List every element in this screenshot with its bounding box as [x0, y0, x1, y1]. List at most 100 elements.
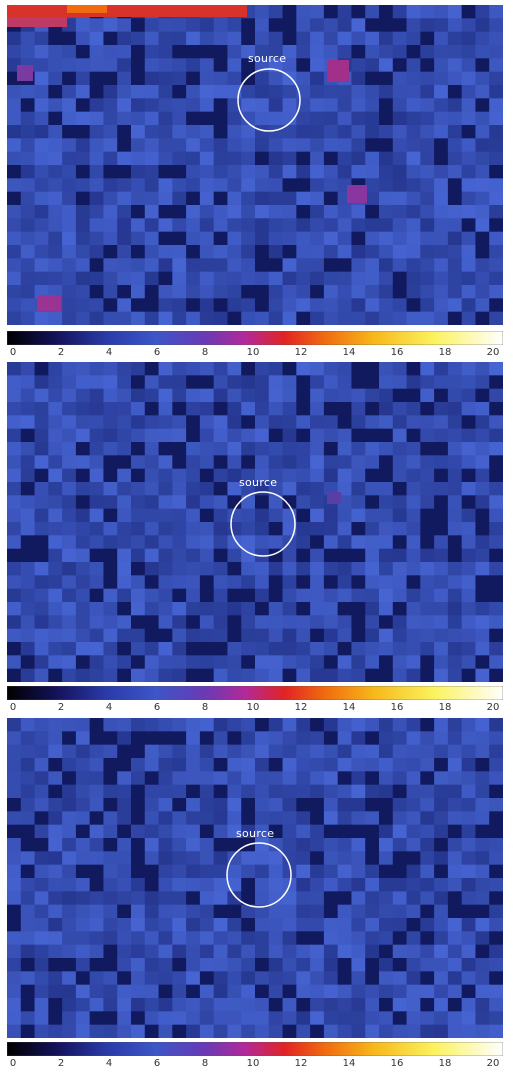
map-pixel: [406, 838, 421, 852]
map-pixel: [34, 482, 49, 496]
map-pixel: [34, 758, 49, 772]
map-pixel: [20, 931, 36, 946]
map-pixel: [434, 258, 449, 273]
map-pixel: [213, 548, 229, 563]
map-pixel: [7, 891, 22, 906]
map-pixel: [255, 575, 270, 590]
map-pixel: [241, 415, 256, 430]
map-pixel: [241, 468, 256, 483]
map-pixel: [379, 1011, 394, 1026]
map-pixel: [323, 311, 339, 325]
map-pixel: [434, 125, 449, 139]
map-pixel: [213, 138, 229, 153]
map-pixel: [406, 125, 421, 139]
map-pixel: [434, 111, 449, 126]
map-pixel: [420, 562, 435, 576]
map-pixel: [20, 642, 36, 656]
map-pixel: [489, 388, 503, 403]
map-pixel: [186, 758, 201, 772]
map-pixel: [282, 655, 297, 670]
map-pixel: [158, 1024, 173, 1038]
map-pixel: [241, 771, 256, 786]
map-pixel: [117, 31, 132, 46]
map-pixel: [461, 984, 477, 999]
map-pixel: [351, 375, 366, 390]
map-pixel: [461, 744, 477, 759]
map-pixel: [379, 482, 394, 496]
map-pixel: [296, 231, 311, 246]
map-pixel: [241, 271, 256, 286]
map-pixel: [255, 851, 270, 866]
map-pixel: [310, 98, 325, 113]
map-pixel: [131, 718, 146, 732]
map-pixel: [447, 744, 463, 759]
map-pixel: [337, 402, 353, 416]
map-pixel: [158, 468, 173, 483]
map-pixel: [62, 1024, 77, 1038]
map-pixel: [131, 535, 146, 550]
map-pixel: [282, 1024, 297, 1038]
map-pixel: [420, 851, 435, 866]
map-pixel: [131, 628, 146, 643]
map-pixel: [62, 824, 77, 839]
map-pixel: [282, 455, 297, 470]
map-pixel: [461, 495, 477, 510]
map-pixel: [62, 642, 77, 656]
map-pixel: [420, 271, 435, 286]
map-pixel: [296, 615, 311, 630]
map-pixel: [186, 482, 201, 496]
map-pixel: [282, 984, 297, 999]
map-pixel: [255, 824, 270, 839]
map-pixel: [392, 58, 408, 73]
map-pixel: [89, 998, 105, 1012]
map-pixel: [420, 944, 435, 959]
map-pixel: [268, 628, 284, 643]
map-pixel: [323, 362, 339, 376]
heatmap-svg: [7, 362, 503, 682]
map-pixel: [434, 944, 449, 959]
map-pixel: [144, 205, 160, 219]
map-pixel: [172, 628, 187, 643]
map-pixel: [158, 824, 173, 839]
map-pixel: [34, 375, 49, 390]
map-pixel: [365, 285, 380, 299]
map-pixel: [406, 468, 421, 483]
map-pixel: [241, 798, 256, 812]
map-pixel: [282, 311, 297, 325]
map-pixel: [351, 731, 366, 746]
map-pixel: [227, 851, 242, 866]
map-pixel: [172, 258, 187, 273]
map-pixel: [392, 18, 408, 33]
map-pixel: [75, 178, 91, 193]
map-pixel: [406, 668, 421, 682]
map-pixel: [213, 125, 229, 139]
map-pixel: [62, 548, 77, 563]
map-pixel: [7, 125, 22, 139]
map-pixel: [406, 548, 421, 563]
map-pixel: [75, 311, 91, 325]
source-circle: [237, 68, 301, 132]
map-pixel: [172, 655, 187, 670]
map-pixel: [461, 668, 477, 682]
map-pixel: [434, 402, 449, 416]
map-pixel: [296, 151, 311, 166]
map-pixel: [62, 918, 77, 932]
map-pixel: [323, 535, 339, 550]
map-pixel: [489, 258, 503, 273]
map-pixel: [268, 731, 284, 746]
map-pixel: [20, 958, 36, 972]
map-pixel: [20, 891, 36, 906]
map-pixel: [199, 588, 215, 603]
map-pixel: [241, 931, 256, 946]
map-pixel: [351, 18, 366, 33]
map-pixel: [62, 958, 77, 972]
map-pixel: [475, 562, 490, 576]
map-pixel: [89, 838, 105, 852]
map-pixel: [475, 468, 490, 483]
map-pixel: [489, 58, 503, 73]
map-pixel: [337, 668, 353, 682]
map-pixel: [351, 298, 366, 313]
map-pixel: [447, 85, 463, 99]
map-pixel: [172, 311, 187, 325]
map-pixel: [255, 798, 270, 812]
